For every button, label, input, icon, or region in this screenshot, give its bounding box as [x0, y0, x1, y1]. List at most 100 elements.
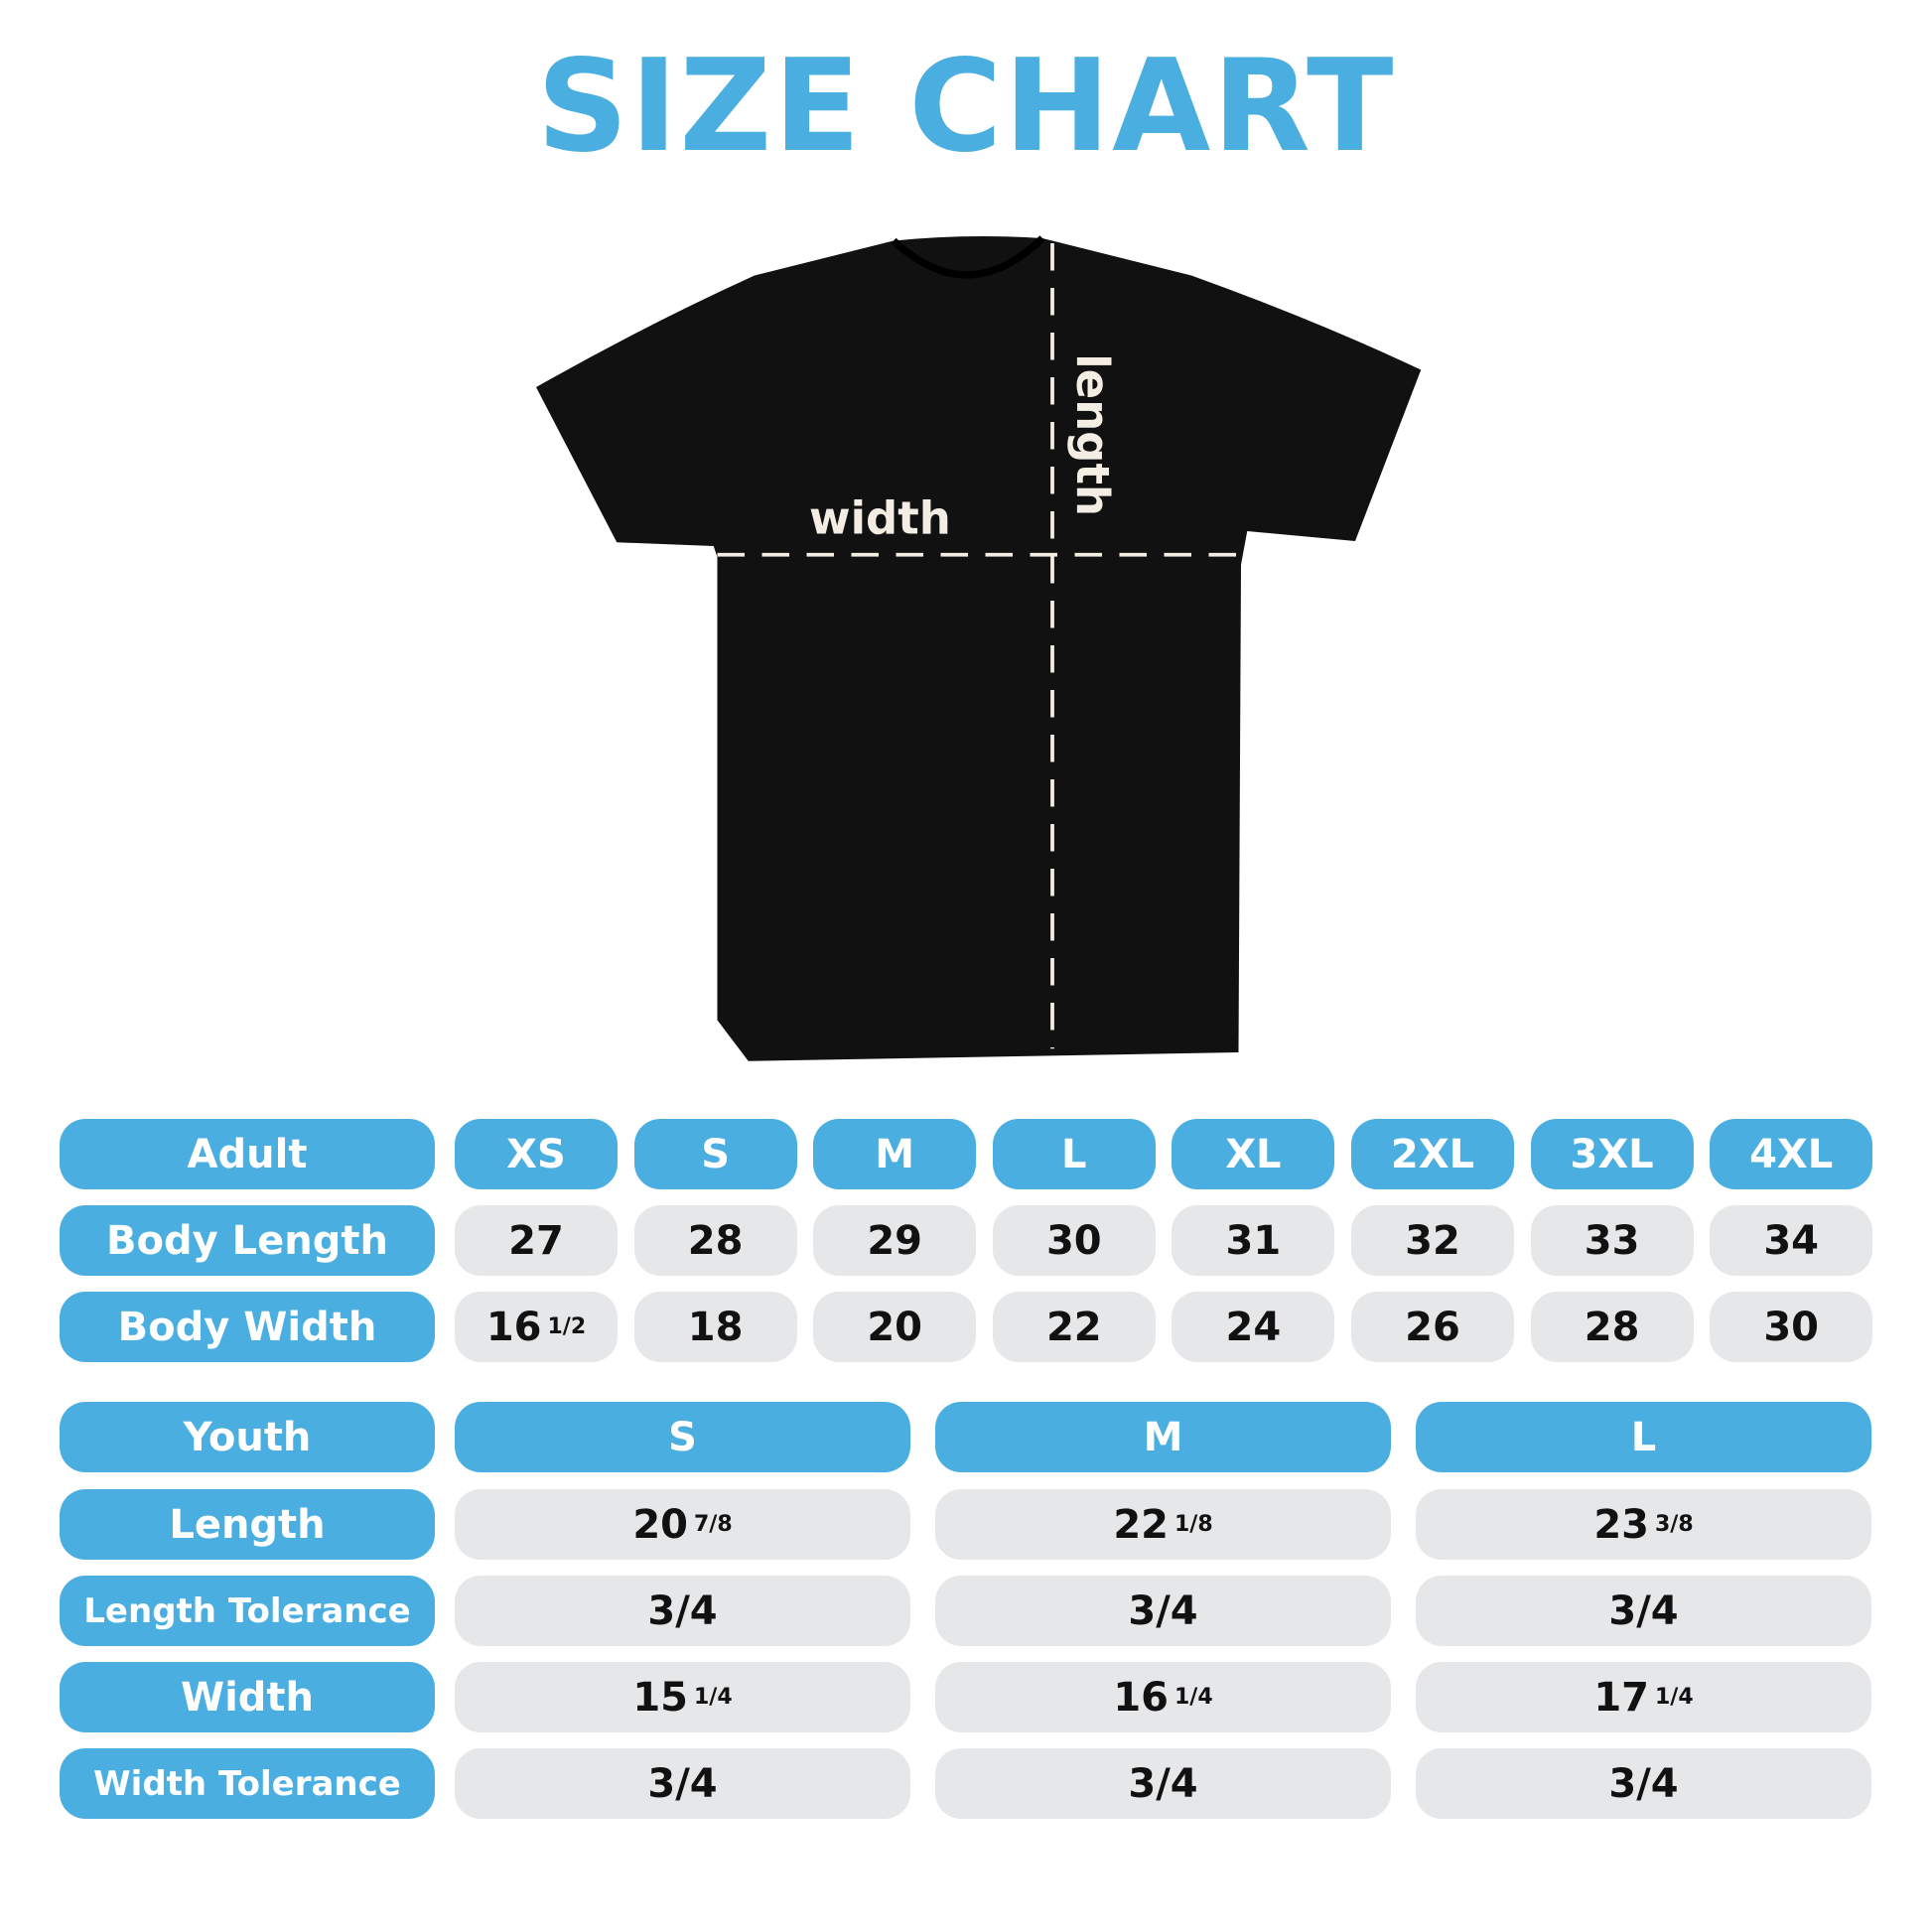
- adult-size-header: 4XL: [1710, 1119, 1873, 1189]
- youth-size-header: L: [1416, 1402, 1871, 1472]
- size-label: M: [1143, 1414, 1183, 1460]
- youth-header-label: Youth: [60, 1402, 435, 1472]
- size-label: S: [701, 1131, 730, 1177]
- value-fraction: 1/8: [1174, 1512, 1213, 1537]
- value-whole: 17: [1593, 1674, 1649, 1721]
- value-whole: 3/4: [647, 1587, 718, 1634]
- row-label-text: Length: [169, 1501, 326, 1548]
- adult-size-header: XS: [455, 1119, 618, 1189]
- tshirt-shape: [536, 235, 1422, 1061]
- value-whole: 3/4: [1608, 1760, 1679, 1807]
- value-whole: 22: [1113, 1501, 1169, 1548]
- adult-value-cell: 24: [1172, 1292, 1335, 1362]
- adult-header-label: Adult: [60, 1119, 435, 1189]
- row-label-text: Body Width: [117, 1304, 377, 1350]
- value-whole: 27: [508, 1217, 564, 1264]
- youth-value-cell: 16 1/4: [935, 1662, 1391, 1732]
- adult-size-header: 2XL: [1351, 1119, 1514, 1189]
- adult-value-cell: 30: [1710, 1292, 1873, 1362]
- value-fraction: 1/4: [694, 1685, 733, 1710]
- adult-size-header: S: [633, 1119, 797, 1189]
- value-whole: 28: [687, 1217, 744, 1264]
- value-whole: 20: [867, 1304, 923, 1350]
- youth-row-label: Length: [60, 1489, 435, 1560]
- youth-size-header: M: [935, 1402, 1391, 1472]
- youth-value-cell: 3/4: [455, 1576, 910, 1646]
- youth-value-cell: 15 1/4: [455, 1662, 910, 1732]
- adult-value-cell: 30: [992, 1205, 1156, 1276]
- value-whole: 31: [1225, 1217, 1282, 1264]
- adult-value-cell: 29: [813, 1205, 977, 1276]
- adult-value-cell: 31: [1172, 1205, 1335, 1276]
- row-label-text: Width: [180, 1674, 315, 1721]
- youth-value-cell: 20 7/8: [455, 1489, 910, 1560]
- adult-row-label: Body Length: [60, 1205, 435, 1276]
- youth-value-cell: 3/4: [935, 1748, 1391, 1819]
- adult-value-cell: 26: [1351, 1292, 1514, 1362]
- value-fraction: 7/8: [694, 1512, 733, 1537]
- adult-value-cell: 28: [633, 1205, 797, 1276]
- size-label: L: [1630, 1414, 1657, 1460]
- row-label-text: Body Length: [106, 1217, 388, 1264]
- row-label-text: Length Tolerance: [83, 1590, 411, 1631]
- value-whole: 22: [1045, 1304, 1102, 1350]
- size-label: XL: [1225, 1131, 1282, 1177]
- size-label: 2XL: [1390, 1131, 1475, 1177]
- youth-header-text: Youth: [183, 1414, 312, 1460]
- adult-value-cell: 20: [813, 1292, 977, 1362]
- adult-value-cell: 27: [455, 1205, 618, 1276]
- adult-value-cell: 32: [1351, 1205, 1514, 1276]
- value-whole: 18: [687, 1304, 744, 1350]
- value-whole: 3/4: [1128, 1760, 1198, 1807]
- adult-value-cell: 18: [633, 1292, 797, 1362]
- adult-value-cell: 22: [992, 1292, 1156, 1362]
- youth-value-cell: 23 3/8: [1416, 1489, 1871, 1560]
- size-label: 3XL: [1570, 1131, 1654, 1177]
- size-label: L: [1061, 1131, 1087, 1177]
- value-whole: 32: [1405, 1217, 1460, 1264]
- value-whole: 26: [1405, 1304, 1460, 1350]
- youth-value-cell: 3/4: [935, 1576, 1391, 1646]
- youth-size-header: S: [455, 1402, 910, 1472]
- adult-size-header: 3XL: [1530, 1119, 1694, 1189]
- youth-value-cell: 3/4: [455, 1748, 910, 1819]
- adult-value-cell: 28: [1530, 1292, 1694, 1362]
- adult-value-cell: 33: [1530, 1205, 1694, 1276]
- youth-row-label: Length Tolerance: [60, 1576, 435, 1646]
- adult-header-text: Adult: [187, 1131, 308, 1177]
- value-whole: 30: [1045, 1217, 1102, 1264]
- value-fraction: 1/4: [1655, 1685, 1694, 1710]
- page-title: SIZE CHART: [536, 33, 1396, 181]
- value-whole: 3/4: [1128, 1587, 1198, 1634]
- collar: [891, 235, 1045, 279]
- size-label: 4XL: [1749, 1131, 1834, 1177]
- adult-value-cell: 34: [1710, 1205, 1873, 1276]
- value-whole: 29: [867, 1217, 923, 1264]
- value-whole: 23: [1593, 1501, 1649, 1548]
- width-label: width: [809, 491, 951, 544]
- size-label: XS: [506, 1131, 566, 1177]
- adult-size-header: XL: [1172, 1119, 1335, 1189]
- youth-value-cell: 22 1/8: [935, 1489, 1391, 1560]
- value-whole: 3/4: [647, 1760, 718, 1807]
- youth-row-label: Width: [60, 1662, 435, 1732]
- adult-size-header: L: [992, 1119, 1156, 1189]
- value-fraction: 3/8: [1655, 1512, 1694, 1537]
- youth-row-label: Width Tolerance: [60, 1748, 435, 1819]
- adult-size-header: M: [813, 1119, 977, 1189]
- value-whole: 28: [1584, 1304, 1640, 1350]
- value-whole: 24: [1225, 1304, 1282, 1350]
- youth-value-cell: 3/4: [1416, 1576, 1871, 1646]
- value-whole: 20: [632, 1501, 688, 1548]
- size-label: S: [668, 1414, 697, 1460]
- adult-row-label: Body Width: [60, 1292, 435, 1362]
- length-label: length: [1066, 353, 1119, 516]
- value-whole: 15: [632, 1674, 688, 1721]
- value-fraction: 1/2: [547, 1314, 587, 1339]
- value-fraction: 1/4: [1174, 1685, 1213, 1710]
- adult-value-cell: 16 1/2: [455, 1292, 618, 1362]
- value-whole: 34: [1763, 1217, 1820, 1264]
- youth-value-cell: 17 1/4: [1416, 1662, 1871, 1732]
- size-label: M: [875, 1131, 915, 1177]
